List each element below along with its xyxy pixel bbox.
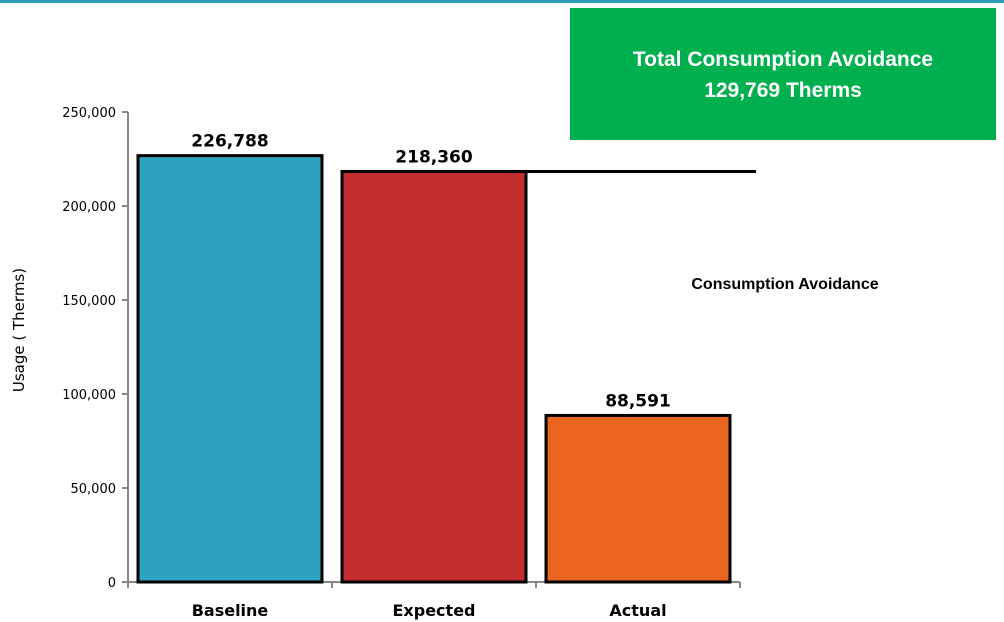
y-tick-label: 150,000 bbox=[62, 294, 116, 309]
data-label-expected: 218,360 bbox=[395, 147, 473, 167]
y-tick-label: 0 bbox=[108, 576, 116, 591]
y-tick-label: 50,000 bbox=[71, 482, 117, 497]
total-avoidance-callout: Total Consumption Avoidance 129,769 Ther… bbox=[570, 8, 996, 140]
x-tick-label-baseline: Baseline bbox=[192, 601, 269, 620]
callout-unit: Therms bbox=[785, 79, 862, 102]
y-tick-label: 200,000 bbox=[62, 200, 116, 215]
y-tick-label: 250,000 bbox=[62, 106, 116, 121]
data-label-baseline: 226,788 bbox=[191, 132, 268, 152]
data-labels: 226,788 218,360 88,591 bbox=[191, 132, 671, 412]
top-accent-bar bbox=[0, 0, 1004, 3]
x-tick-label-actual: Actual bbox=[609, 601, 666, 620]
y-axis: 0 50,000 100,000 150,000 200,000 250,000 bbox=[62, 106, 129, 591]
callout-title: Total Consumption Avoidance bbox=[632, 48, 934, 71]
bar-actual bbox=[544, 413, 732, 584]
bar-expected bbox=[340, 169, 528, 584]
bar-baseline bbox=[136, 154, 324, 584]
bars bbox=[136, 154, 732, 584]
consumption-avoidance-label: Consumption Avoidance bbox=[691, 276, 878, 293]
callout-value: 129,769 bbox=[704, 79, 781, 102]
y-axis-label: Usage ( Therms) bbox=[10, 268, 28, 392]
data-label-actual: 88,591 bbox=[605, 391, 671, 411]
x-tick-label-expected: Expected bbox=[393, 601, 476, 620]
y-tick-label: 100,000 bbox=[62, 388, 116, 403]
x-tick-labels: Baseline Expected Actual bbox=[192, 601, 667, 620]
callout-value-line: 129,769 Therms bbox=[570, 75, 996, 106]
